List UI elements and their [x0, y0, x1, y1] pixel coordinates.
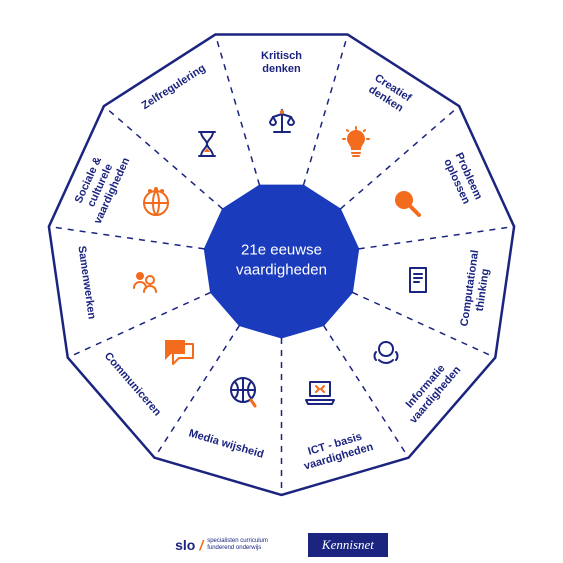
- slo-sub: specialisten curriculum funderend onderw…: [207, 538, 268, 551]
- slo-slash: /: [199, 537, 203, 553]
- logo-slo: slo / specialisten curriculum funderend …: [175, 537, 268, 553]
- diagram-svg: [0, 0, 563, 520]
- slo-text: slo: [175, 537, 195, 553]
- logo-kennisnet: Kennisnet: [308, 533, 388, 557]
- footer: slo / specialisten curriculum funderend …: [0, 533, 563, 557]
- diagram-wrap: 21e eeuwse vaardigheden Creatief denkenP…: [0, 0, 563, 520]
